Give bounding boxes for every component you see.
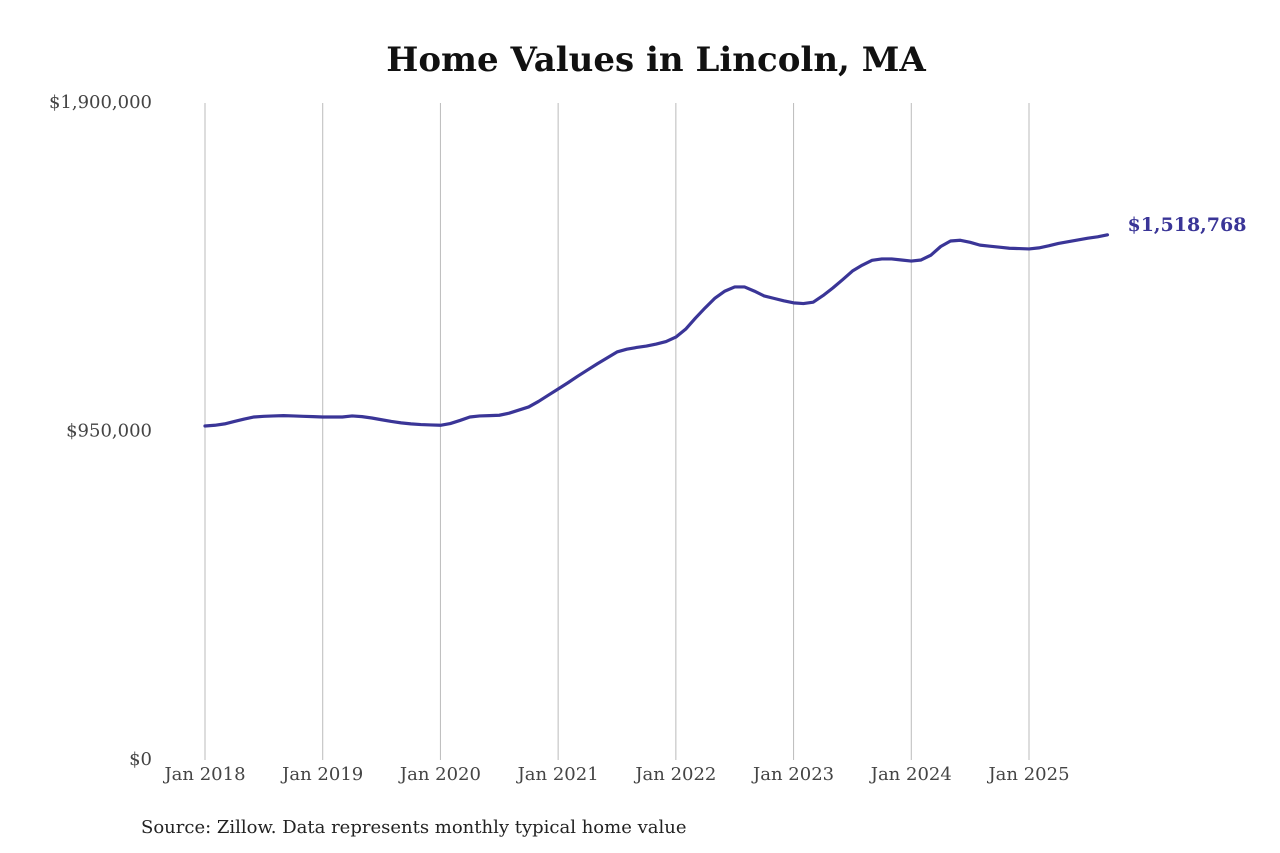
- x-tick-label: Jan 2025: [986, 764, 1069, 785]
- chart-title: Home Values in Lincoln, MA: [386, 40, 926, 80]
- y-tick-label: $0: [129, 749, 152, 770]
- y-tick-label: $950,000: [66, 421, 152, 442]
- data-line: [203, 233, 1110, 428]
- x-tick-label: Jan 2019: [280, 764, 363, 785]
- x-tick-label: Jan 2022: [633, 764, 716, 785]
- x-tick-label: Jan 2024: [869, 764, 952, 785]
- end-value-label: $1,518,768: [1127, 214, 1246, 236]
- x-tick-label: Jan 2018: [162, 764, 245, 785]
- x-tick-label: Jan 2021: [516, 764, 599, 785]
- y-tick-label: $1,900,000: [49, 92, 152, 113]
- source-note: Source: Zillow. Data represents monthly …: [141, 817, 687, 838]
- x-tick-label: Jan 2023: [751, 764, 834, 785]
- x-tick-label: Jan 2020: [398, 764, 481, 785]
